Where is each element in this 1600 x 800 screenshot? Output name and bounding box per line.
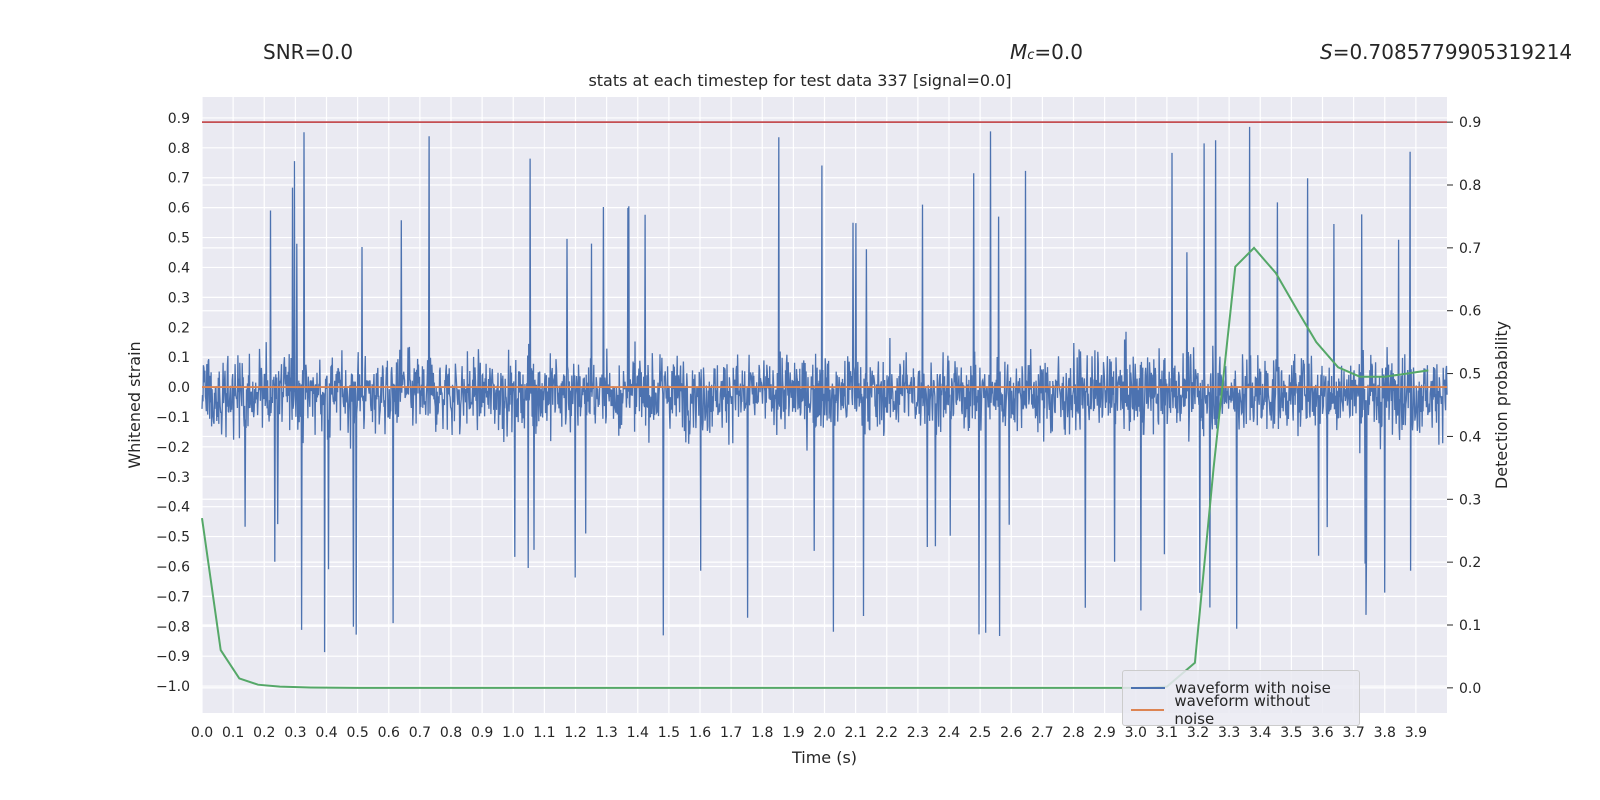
x-tick-label: 1.6 <box>689 725 711 741</box>
legend-label-clean: waveform without noise <box>1174 692 1311 728</box>
mc-symbol: M <box>1010 40 1028 64</box>
y-tick-label: −0.8 <box>156 619 190 635</box>
y-tick-label: 0.7 <box>168 171 190 187</box>
y-tick-label: −0.3 <box>156 470 190 486</box>
x-tick-label: 2.9 <box>1093 725 1115 741</box>
legend-entry-noise: waveform with noise <box>1131 677 1351 699</box>
y-tick-label: 0.4 <box>168 260 190 276</box>
y2-tick-label: 0.6 <box>1459 304 1481 320</box>
y-tick-label: −0.7 <box>156 589 190 605</box>
snr-label: SNR=0.0 <box>263 40 354 64</box>
x-tick-label: 1.7 <box>720 725 742 741</box>
x-tick-label: 3.0 <box>1125 725 1147 741</box>
y2-tick-label: 0.3 <box>1459 492 1481 508</box>
y2-axis-label: Detection probability <box>1492 321 1511 489</box>
y2-tick-label: 0.8 <box>1459 178 1481 194</box>
mc-subscript: c <box>1027 48 1035 63</box>
legend-entry-clean: waveform without noise <box>1131 692 1351 728</box>
legend: waveform with noise waveform without noi… <box>1122 670 1360 728</box>
x-tick-label: 0.7 <box>409 725 431 741</box>
legend-swatch-clean <box>1131 709 1165 711</box>
y-tick-label: −0.2 <box>156 440 190 456</box>
x-tick-label: 1.8 <box>751 725 773 741</box>
x-tick-label: 0.1 <box>222 725 244 741</box>
y-tick-label: 0.1 <box>168 350 190 366</box>
legend-label-noise: waveform with noise <box>1175 679 1331 697</box>
y-tick-label: 0.6 <box>168 201 190 217</box>
x-tick-label: 2.2 <box>876 725 898 741</box>
x-tick-label: 1.2 <box>564 725 586 741</box>
y-tick-label: 0.8 <box>168 141 190 157</box>
y2-tick-label: 0.7 <box>1459 241 1481 257</box>
x-tick-label: 0.6 <box>378 725 400 741</box>
y-tick-label: 0.5 <box>168 231 190 247</box>
x-tick-label: 1.9 <box>782 725 804 741</box>
y-tick-label: 0.9 <box>168 111 190 127</box>
x-tick-label: 0.2 <box>253 725 275 741</box>
y-axis-label: Whitened strain <box>125 341 144 468</box>
x-tick-label: 2.3 <box>907 725 929 741</box>
x-tick-label: 1.3 <box>595 725 617 741</box>
y-tick-label: 0.3 <box>168 290 190 306</box>
y-tick-label: 0.0 <box>168 380 190 396</box>
x-tick-label: 3.4 <box>1249 725 1271 741</box>
x-tick-label: 3.8 <box>1374 725 1396 741</box>
x-tick-label: 2.6 <box>1000 725 1022 741</box>
chirp-mass-label: Mc=0.0 <box>1010 40 1083 64</box>
y2-tick-label: 0.1 <box>1459 618 1481 634</box>
x-tick-label: 3.3 <box>1218 725 1240 741</box>
y2-tick-label: 0.9 <box>1459 115 1481 131</box>
x-tick-label: 2.4 <box>938 725 960 741</box>
x-tick-label: 0.0 <box>191 725 213 741</box>
y-tick-label: −0.9 <box>156 649 190 665</box>
s-label: S=0.7085779905319214 <box>1320 40 1572 64</box>
x-tick-label: 2.8 <box>1062 725 1084 741</box>
series-detection-probability <box>201 246 1429 689</box>
x-tick-label: 3.2 <box>1187 725 1209 741</box>
x-tick-label: 2.1 <box>844 725 866 741</box>
x-tick-label: 1.5 <box>658 725 680 741</box>
y2-tick-label: 0.2 <box>1459 555 1481 571</box>
s-value: =0.7085779905319214 <box>1332 40 1573 64</box>
x-tick-label: 0.4 <box>315 725 337 741</box>
mc-value: =0.0 <box>1034 40 1083 64</box>
y2-tick-label: 0.0 <box>1459 681 1481 697</box>
x-tick-label: 3.5 <box>1280 725 1302 741</box>
y2-tick-label: 0.5 <box>1459 367 1481 383</box>
y-tick-label: −0.1 <box>156 410 190 426</box>
x-tick-label: 1.1 <box>533 725 555 741</box>
x-tick-label: 2.5 <box>969 725 991 741</box>
x-tick-label: 2.0 <box>813 725 835 741</box>
y-tick-label: −0.6 <box>156 559 190 575</box>
s-symbol: S <box>1320 40 1333 64</box>
series-waveform-with-noise <box>201 126 1448 653</box>
x-tick-label: 3.9 <box>1405 725 1427 741</box>
x-tick-label: 1.4 <box>627 725 649 741</box>
x-tick-label: 3.7 <box>1342 725 1364 741</box>
x-tick-label: 0.8 <box>440 725 462 741</box>
x-tick-label: 0.3 <box>284 725 306 741</box>
legend-swatch-noise <box>1131 687 1165 689</box>
y-tick-label: −0.4 <box>156 500 190 516</box>
x-tick-label: 3.6 <box>1311 725 1333 741</box>
x-tick-label: 3.1 <box>1156 725 1178 741</box>
y-tick-label: 0.2 <box>168 320 190 336</box>
x-tick-label: 0.5 <box>346 725 368 741</box>
chart-title: stats at each timestep for test data 337… <box>588 71 1012 90</box>
y-tick-label: −0.5 <box>156 530 190 546</box>
x-tick-label: 1.0 <box>502 725 524 741</box>
y-tick-label: −1.0 <box>156 679 190 695</box>
y2-tick-label: 0.4 <box>1459 429 1481 445</box>
x-tick-label: 0.9 <box>471 725 493 741</box>
x-axis-label: Time (s) <box>791 748 857 767</box>
x-tick-label: 2.7 <box>1031 725 1053 741</box>
